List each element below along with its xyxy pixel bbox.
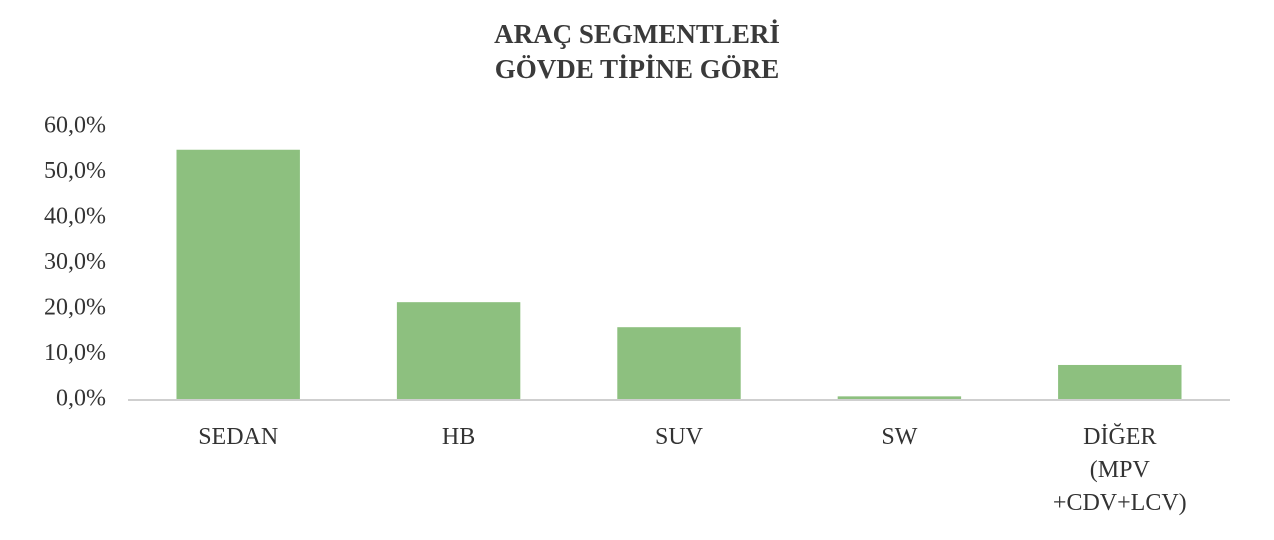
bar <box>176 149 300 400</box>
y-tick-label: 40,0% <box>44 204 106 230</box>
y-tick-label: 10,0% <box>44 340 106 366</box>
y-tick-label: 30,0% <box>44 249 106 275</box>
x-tick-label: SW <box>881 424 917 450</box>
bar <box>837 396 962 400</box>
bar <box>396 302 521 400</box>
chart-subtitle: GÖVDE TİPİNE GÖRE <box>495 54 780 84</box>
bar <box>617 327 741 400</box>
x-tick-label: SUV <box>655 424 704 450</box>
chart-title: ARAÇ SEGMENTLERİ <box>494 19 780 49</box>
y-tick-label: 20,0% <box>44 295 106 321</box>
bar <box>1058 364 1182 400</box>
x-tick-label: SEDAN <box>198 424 278 450</box>
y-tick-label: 0,0% <box>56 386 106 412</box>
y-tick-label: 60,0% <box>44 113 106 139</box>
x-tick-label: DİĞER (MPV +CDV+LCV) <box>1053 424 1187 516</box>
y-tick-label: 50,0% <box>44 158 106 184</box>
x-tick-label: HB <box>442 424 475 450</box>
